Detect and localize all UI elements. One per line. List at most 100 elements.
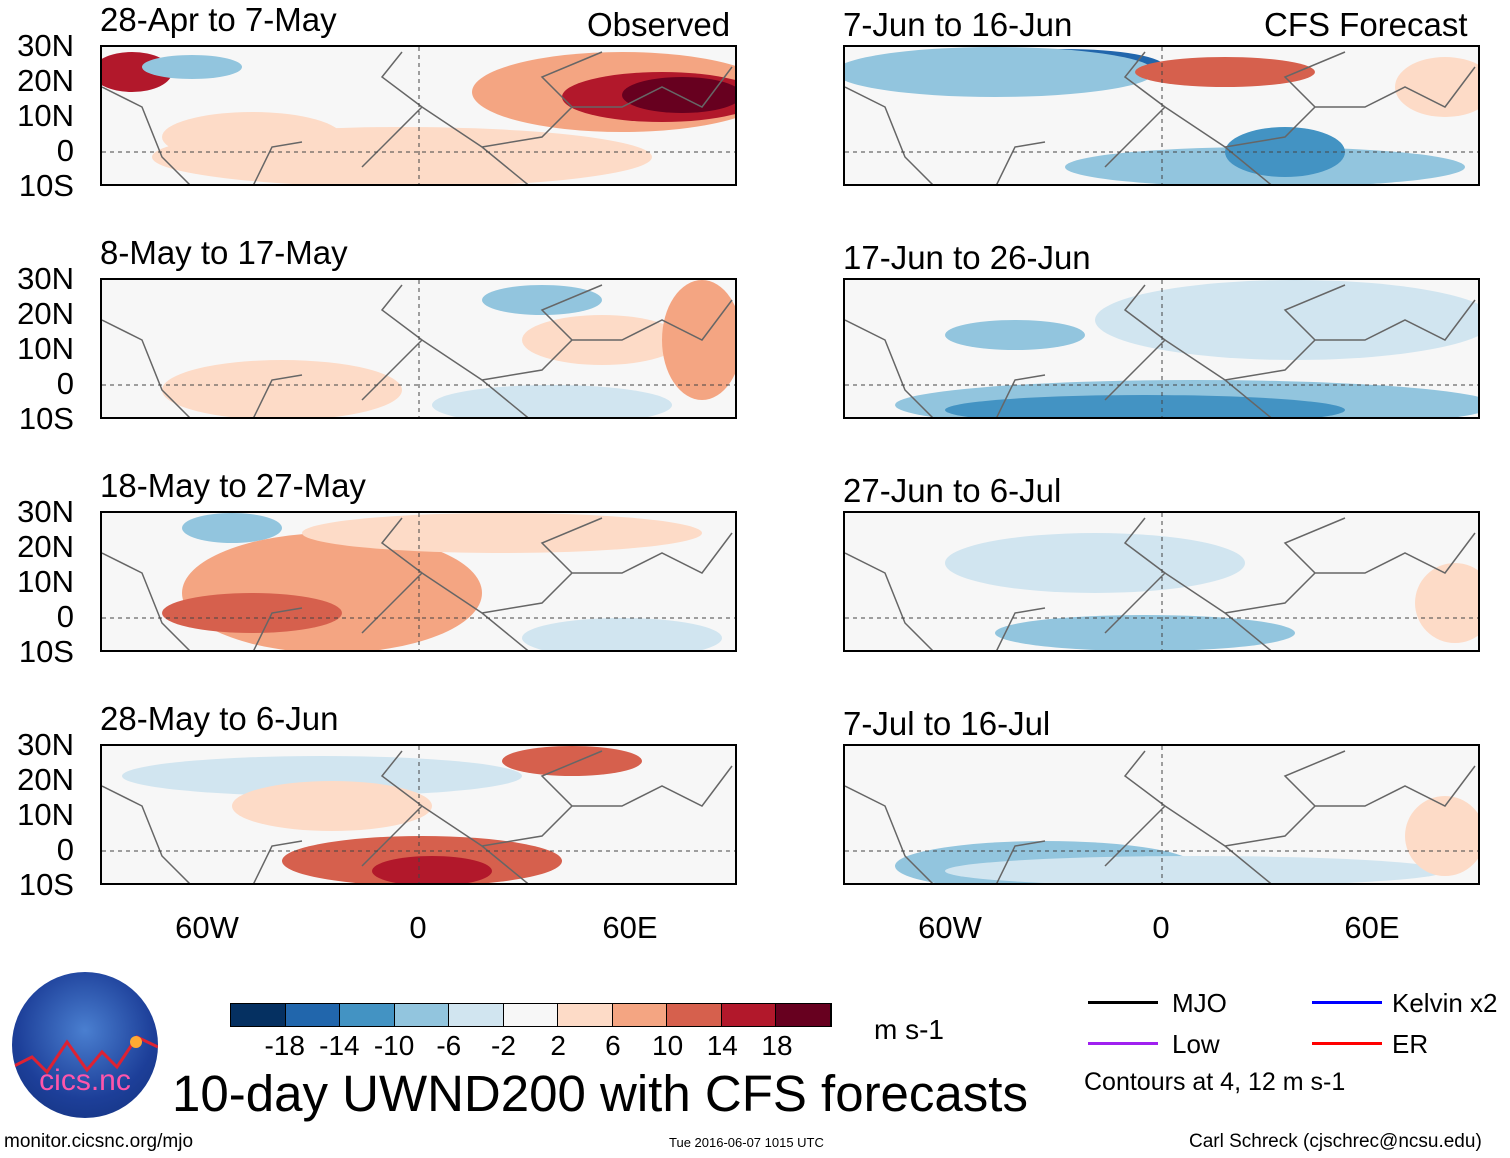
map-shading <box>102 47 735 184</box>
map-panel <box>843 744 1480 885</box>
footer-timestamp: Tue 2016-06-07 1015 UTC <box>669 1135 824 1150</box>
mountain-icon <box>12 1035 158 1075</box>
wind-anomaly-region <box>995 615 1295 650</box>
lat-label: 20N <box>17 529 74 564</box>
legend-line-er <box>1312 1042 1382 1045</box>
colorbar-label: -2 <box>491 1030 516 1061</box>
wind-anomaly-region <box>482 285 602 315</box>
logo-text: cics.nc <box>39 1064 131 1097</box>
coastline <box>102 517 733 650</box>
panel-title: 7-Jun to 16-Jun <box>843 6 1073 43</box>
coastline <box>845 51 1476 184</box>
wind-anomaly-region <box>945 533 1245 593</box>
colorbar-label: 6 <box>605 1030 621 1061</box>
wind-anomaly-region <box>142 55 242 79</box>
colorbar-swatch <box>612 1004 667 1026</box>
lat-label: 10N <box>17 564 74 599</box>
wind-anomaly-region <box>1405 796 1478 876</box>
colorbar-swatch <box>667 1004 722 1026</box>
legend-label: Kelvin x2 <box>1392 988 1498 1018</box>
panel-title: 18-May to 27-May <box>100 467 366 504</box>
wind-anomaly-region <box>1135 57 1315 87</box>
lat-label: 10S <box>18 168 74 203</box>
lon-label: 0 <box>1152 910 1170 945</box>
colorbar-label: -10 <box>373 1030 415 1061</box>
lon-label: 60E <box>1344 910 1400 945</box>
map-shading <box>845 280 1478 417</box>
wind-anomaly-region <box>122 756 522 796</box>
map-panel <box>843 278 1480 419</box>
lon-label: 0 <box>409 910 427 945</box>
lat-label: 0 <box>56 366 74 401</box>
lat-label: 10S <box>18 867 74 902</box>
legend-label: Low <box>1172 1029 1220 1059</box>
wind-anomaly-region <box>845 47 1155 97</box>
colorbar-label: 10 <box>652 1030 684 1061</box>
colorbar-swatch <box>503 1004 558 1026</box>
lat-label: 30N <box>17 727 74 762</box>
figure-title: 10-day UWND200 with CFS forecasts <box>172 1065 1028 1122</box>
panel-title: 17-Jun to 26-Jun <box>843 239 1091 276</box>
colorbar-swatch <box>231 1004 286 1026</box>
wind-anomaly-region <box>372 856 492 883</box>
colorbar-swatch <box>721 1004 776 1026</box>
lon-label: 60E <box>602 910 658 945</box>
colorbar-swatch <box>449 1004 504 1026</box>
cics-logo: cics.nc <box>12 972 158 1118</box>
lat-label: 30N <box>17 494 74 529</box>
legend-line-kelvin <box>1312 1001 1382 1004</box>
lat-label: 20N <box>17 63 74 98</box>
colorbar-label: 14 <box>706 1030 738 1061</box>
wind-anomaly-region <box>182 513 282 543</box>
map-panel <box>100 45 737 186</box>
legend-label: ER <box>1392 1029 1429 1059</box>
wind-anomaly-region <box>162 360 402 417</box>
coastline <box>845 517 1476 650</box>
legend-line-mjo <box>1088 1001 1158 1004</box>
colorbar <box>230 1003 832 1027</box>
lat-label: 0 <box>56 133 74 168</box>
lon-label: 60W <box>175 910 239 945</box>
lat-label: 10N <box>17 331 74 366</box>
colorbar-label: -14 <box>319 1030 360 1061</box>
colorbar-label: 2 <box>550 1030 566 1061</box>
wind-anomaly-region <box>945 395 1345 417</box>
colorbar-swatch <box>776 1004 831 1026</box>
lat-label: 0 <box>56 832 74 867</box>
wind-anomaly-region <box>502 746 642 776</box>
map-shading <box>845 513 1478 650</box>
map-shading <box>845 746 1478 883</box>
panel-title: 28-Apr to 7-May <box>100 1 337 38</box>
wind-anomaly-region <box>232 781 432 831</box>
colorbar-swatch <box>285 1004 340 1026</box>
coastline <box>102 284 733 417</box>
footer-url[interactable]: monitor.cicsnc.org/mjo <box>4 1131 194 1152</box>
map-panel <box>100 744 737 885</box>
map-panel <box>843 45 1480 186</box>
colorbar-label: 18 <box>761 1030 793 1061</box>
map-shading <box>102 280 735 417</box>
lat-label: 30N <box>17 261 74 296</box>
map-panel <box>100 511 737 652</box>
wind-anomaly-region <box>162 593 342 633</box>
wind-anomaly-region <box>1095 280 1478 360</box>
legend-label: MJO <box>1172 988 1227 1018</box>
coastline <box>845 284 1476 417</box>
cfs-forecast-label: CFS Forecast <box>1264 6 1468 43</box>
lat-label: 10N <box>17 98 74 133</box>
lat-label: 20N <box>17 296 74 331</box>
lat-label: 10S <box>18 401 74 436</box>
footer-author: Carl Schreck (cjschrec@ncsu.edu) <box>1189 1131 1482 1152</box>
colorbar-swatch <box>394 1004 449 1026</box>
coastline <box>102 51 733 184</box>
wind-anomaly-region <box>945 856 1445 883</box>
wind-anomaly-region <box>662 280 735 400</box>
wind-anomaly-region <box>432 385 672 417</box>
wind-anomaly-region <box>302 513 702 553</box>
wind-anomaly-region <box>945 320 1085 350</box>
legend-line-low <box>1088 1042 1158 1045</box>
lat-label: 0 <box>56 599 74 634</box>
lat-label: 10S <box>18 634 74 669</box>
panel-title: 8-May to 17-May <box>100 234 348 271</box>
colorbar-label: -18 <box>264 1030 305 1061</box>
